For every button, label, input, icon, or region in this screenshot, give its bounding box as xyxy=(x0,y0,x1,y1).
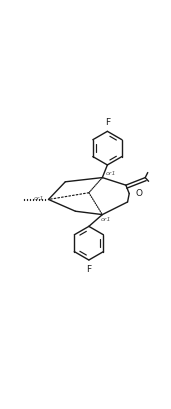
Text: F: F xyxy=(105,118,110,127)
Text: or1: or1 xyxy=(101,217,111,222)
Text: or1: or1 xyxy=(34,196,45,201)
Text: O: O xyxy=(135,189,142,198)
Text: F: F xyxy=(86,265,91,274)
Text: or1: or1 xyxy=(105,171,116,175)
